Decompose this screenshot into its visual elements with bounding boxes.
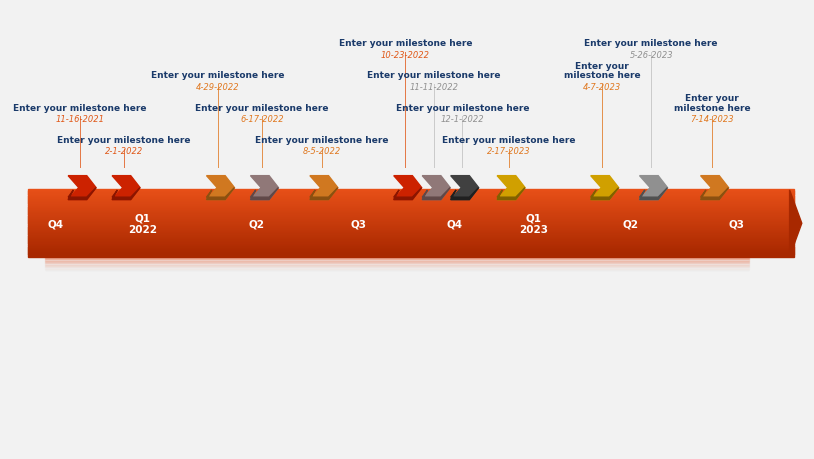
Bar: [45, 258, 749, 260]
Polygon shape: [207, 176, 234, 200]
Bar: [28, 207, 794, 210]
Polygon shape: [310, 176, 338, 200]
Text: Enter your milestone here: Enter your milestone here: [195, 103, 329, 112]
Polygon shape: [310, 188, 338, 200]
Bar: [28, 247, 794, 250]
Bar: [28, 225, 794, 228]
Text: Enter your milestone here: Enter your milestone here: [396, 103, 529, 112]
Polygon shape: [591, 176, 619, 200]
Text: Enter your milestone here: Enter your milestone here: [13, 103, 147, 112]
Text: Enter your milestone here: Enter your milestone here: [442, 135, 575, 145]
Bar: [28, 192, 794, 195]
Polygon shape: [422, 176, 450, 200]
Polygon shape: [451, 188, 479, 200]
Text: 7-14-2023: 7-14-2023: [690, 115, 734, 124]
Polygon shape: [701, 176, 729, 200]
Polygon shape: [422, 188, 450, 200]
Bar: [28, 223, 794, 226]
Text: 6-17-2022: 6-17-2022: [240, 115, 284, 124]
Bar: [28, 230, 794, 233]
Polygon shape: [394, 176, 422, 200]
Text: 11-16-2021: 11-16-2021: [55, 115, 104, 124]
Polygon shape: [68, 188, 96, 200]
Text: 10-23-2022: 10-23-2022: [381, 50, 430, 60]
Text: 8-5-2022: 8-5-2022: [303, 147, 340, 156]
Bar: [45, 260, 749, 261]
Text: Enter your
milestone here: Enter your milestone here: [674, 94, 751, 112]
Bar: [28, 218, 794, 222]
Polygon shape: [207, 188, 234, 200]
Bar: [28, 236, 794, 239]
Polygon shape: [251, 176, 278, 200]
Bar: [28, 249, 794, 252]
Bar: [28, 194, 794, 197]
Bar: [28, 216, 794, 219]
Polygon shape: [640, 188, 667, 200]
Bar: [45, 263, 749, 264]
Text: 5-26-2023: 5-26-2023: [629, 50, 673, 60]
Text: 4-7-2023: 4-7-2023: [584, 83, 621, 92]
Bar: [28, 203, 794, 206]
Text: Q2: Q2: [623, 219, 639, 229]
Text: 2-1-2022: 2-1-2022: [105, 147, 142, 156]
Bar: [28, 254, 794, 257]
Bar: [28, 238, 794, 241]
Bar: [28, 201, 794, 204]
Text: Enter your milestone here: Enter your milestone here: [151, 71, 285, 80]
Bar: [28, 232, 794, 235]
Polygon shape: [640, 176, 667, 200]
Text: 2-17-2023: 2-17-2023: [487, 147, 531, 156]
Text: Q1
2022: Q1 2022: [128, 213, 157, 235]
Bar: [28, 214, 794, 217]
Bar: [45, 270, 749, 272]
Bar: [28, 243, 794, 246]
Text: Enter your milestone here: Enter your milestone here: [584, 39, 718, 48]
Bar: [28, 209, 794, 213]
Bar: [45, 264, 749, 265]
Bar: [45, 272, 749, 273]
Polygon shape: [451, 176, 479, 200]
Text: Q3: Q3: [729, 219, 745, 229]
Text: Enter your milestone here: Enter your milestone here: [339, 39, 472, 48]
Polygon shape: [112, 176, 140, 200]
Bar: [28, 234, 794, 237]
Text: Q4: Q4: [446, 219, 462, 229]
Bar: [28, 212, 794, 215]
Bar: [28, 241, 794, 244]
Bar: [28, 221, 794, 224]
Polygon shape: [251, 188, 278, 200]
Text: Enter your
milestone here: Enter your milestone here: [564, 62, 641, 80]
Polygon shape: [497, 188, 525, 200]
Text: Enter your milestone here: Enter your milestone here: [367, 71, 501, 80]
Bar: [45, 266, 749, 268]
Bar: [45, 268, 749, 269]
Text: Q2: Q2: [248, 219, 265, 229]
Bar: [28, 227, 794, 230]
Polygon shape: [701, 188, 729, 200]
Polygon shape: [394, 188, 422, 200]
Text: Q1
2023: Q1 2023: [519, 213, 548, 235]
Bar: [28, 196, 794, 199]
Bar: [45, 269, 749, 270]
Bar: [28, 252, 794, 255]
Polygon shape: [591, 188, 619, 200]
Text: 4-29-2022: 4-29-2022: [196, 83, 240, 92]
Text: Enter your milestone here: Enter your milestone here: [255, 135, 388, 145]
Polygon shape: [68, 176, 96, 200]
Text: Q3: Q3: [350, 219, 366, 229]
Bar: [28, 245, 794, 248]
Bar: [28, 198, 794, 202]
Text: 11-11-2022: 11-11-2022: [409, 83, 458, 92]
Bar: [28, 205, 794, 208]
Polygon shape: [497, 176, 525, 200]
Text: 12-1-2022: 12-1-2022: [440, 115, 484, 124]
Bar: [45, 265, 749, 266]
Bar: [45, 261, 749, 263]
Text: Enter your milestone here: Enter your milestone here: [57, 135, 190, 145]
Polygon shape: [790, 190, 802, 257]
Text: Q4: Q4: [47, 219, 63, 229]
Bar: [28, 190, 794, 193]
Bar: [45, 257, 749, 258]
Polygon shape: [112, 188, 140, 200]
